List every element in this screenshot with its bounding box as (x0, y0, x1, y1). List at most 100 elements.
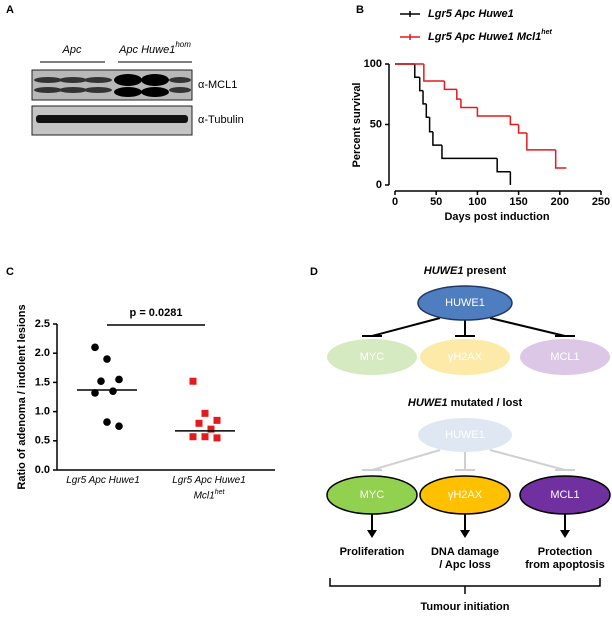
data-point (103, 418, 111, 426)
survival-step (418, 77, 424, 92)
survival-step (517, 124, 527, 134)
arrows (371, 514, 566, 532)
data-point (213, 434, 221, 442)
data-point (91, 343, 99, 352)
data-point (115, 422, 123, 431)
band (34, 87, 62, 93)
x-tick-label: 250 (592, 196, 610, 208)
blot-strip (31, 69, 193, 101)
category-name: Lgr5 Apc Huwe1 (66, 475, 140, 486)
outcome: / Apc loss (439, 559, 491, 571)
group-name: Apc (62, 44, 82, 56)
survival-step (425, 103, 430, 118)
outcome: Protection (538, 546, 593, 558)
legend-name: Lgr5 Apc Huwe1 (428, 8, 514, 20)
data-point (115, 375, 123, 384)
band (141, 74, 169, 86)
arrowhead (367, 530, 377, 538)
survival-step (496, 158, 511, 173)
band (34, 77, 62, 83)
survival-step (509, 116, 519, 126)
edge (371, 317, 441, 337)
blot-bands (34, 74, 191, 123)
y-tick-label: 0.0 (35, 464, 50, 476)
band (114, 87, 142, 97)
legend-entry: Lgr5 Apc Huwe1 Mcl1het (428, 29, 552, 43)
annotation: p = 0.0281 (130, 307, 183, 319)
survival-step (460, 99, 478, 109)
data-point (207, 425, 215, 433)
title-rest: mutated / lost (451, 397, 523, 409)
node (420, 339, 510, 375)
row-label: α-Tubulin (198, 114, 244, 126)
survival-step (443, 80, 457, 91)
x-tick-label: 0 (392, 196, 398, 208)
panel-label: B (356, 4, 364, 16)
group-label: Apc Huwe1hom (118, 40, 191, 56)
survival-step (422, 90, 427, 105)
band (114, 74, 142, 86)
node (418, 418, 512, 452)
y-tick-label: 0 (376, 179, 382, 191)
band (169, 77, 191, 83)
band (84, 77, 112, 83)
survival-step (456, 89, 461, 100)
faded-lines (362, 449, 575, 471)
band (84, 87, 112, 93)
row-label: α-MCL1 (198, 79, 237, 91)
data-point (189, 377, 197, 385)
panel-label: D (310, 266, 318, 278)
x-tick-label: 50 (430, 196, 442, 208)
x-tick-label: 100 (468, 196, 486, 208)
band (59, 87, 87, 93)
panel-label: A (6, 4, 14, 16)
node-label: MYC (360, 489, 385, 501)
survival-step (428, 117, 433, 133)
outcome: DNA damage (431, 546, 499, 558)
x-tick-label: Lgr5 Apc Huwe1 (53, 475, 153, 487)
result: Tumour initiation (420, 601, 509, 613)
band (36, 115, 188, 123)
node-label: HUWE1 (445, 429, 485, 441)
y-tick-label: 2.0 (35, 347, 50, 359)
band (59, 77, 87, 83)
data-point (91, 389, 99, 397)
arrowhead (560, 530, 570, 538)
y-tick-label: 1.0 (35, 406, 50, 418)
legend-entry: Lgr5 Apc Huwe1 (428, 8, 514, 20)
survival-step (414, 64, 420, 79)
node-label: MCL1 (550, 489, 579, 501)
survival-step (554, 149, 567, 169)
panel-label: C (6, 266, 14, 278)
y-tick-label: 0.5 (35, 435, 50, 447)
node-label: MYC (360, 351, 385, 363)
y-tick-label: 1.5 (35, 376, 50, 388)
data-point (189, 433, 197, 441)
outcome: from apoptosis (525, 559, 604, 571)
data-point (103, 355, 111, 363)
legend-name: Lgr5 Apc Huwe1 Mcl1 (428, 31, 541, 43)
data-point (195, 419, 203, 427)
data-point (213, 416, 221, 424)
category-name: Lgr5 Apc Huwe1 Mcl1 (172, 475, 246, 502)
survival-step (432, 131, 442, 146)
y-axis-label: Percent survival (351, 83, 363, 168)
edge (489, 317, 566, 337)
category-sup: het (214, 489, 225, 496)
x-tick-label: 200 (551, 196, 569, 208)
edge (489, 449, 566, 471)
data-point (109, 387, 117, 395)
group-sup: hom (175, 40, 191, 49)
node (417, 285, 513, 321)
diagram: HUWE1 present HUWE1 MYC γH2AX MCL1 HUWE1 m… (326, 265, 611, 613)
node-label: γH2AX (448, 351, 483, 363)
data-point (97, 377, 105, 386)
gene: HUWE1 (408, 397, 448, 409)
edge (371, 449, 441, 471)
node (520, 339, 610, 375)
band (141, 87, 169, 97)
node-label: γH2AX (448, 489, 483, 501)
arrowhead (460, 530, 470, 538)
